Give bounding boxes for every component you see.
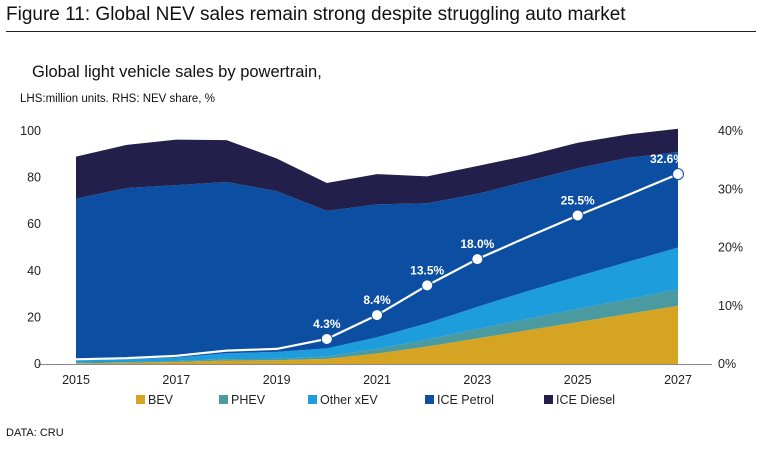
chart-subtitle: LHS:million units. RHS: NEV share, %: [20, 93, 215, 105]
y2-tick-label: 40%: [718, 124, 743, 138]
legend-swatch-phev: [219, 395, 228, 404]
y2-tick-label: 30%: [718, 182, 743, 196]
y2-tick-label: 0%: [718, 357, 736, 371]
area-ice-diesel: [76, 128, 678, 211]
y-tick-label: 40: [27, 264, 41, 278]
x-tick-label: 2027: [664, 373, 692, 387]
x-tick-label: 2023: [463, 373, 491, 387]
share-label: 18.0%: [460, 237, 494, 251]
chart-title: Global light vehicle sales by powertrain…: [32, 63, 322, 81]
legend-swatch-ice-petrol: [425, 395, 434, 404]
legend-label-phev: PHEV: [231, 393, 266, 407]
legend-swatch-other-xev: [308, 395, 317, 404]
share-label: 13.5%: [410, 263, 444, 277]
x-tick-label: 2021: [363, 373, 391, 387]
share-label: 32.6%: [650, 152, 684, 166]
y2-tick-label: 20%: [718, 241, 743, 255]
share-label: 25.5%: [561, 193, 595, 207]
source-note: DATA: CRU: [6, 427, 64, 439]
x-tick-label: 2015: [62, 373, 90, 387]
share-point: [371, 309, 383, 322]
legend-label-other-xev: Other xEV: [320, 393, 378, 407]
x-tick-label: 2017: [162, 373, 190, 387]
x-tick-label: 2019: [263, 373, 291, 387]
share-point: [571, 209, 584, 222]
legend-label-ice-petrol: ICE Petrol: [437, 393, 494, 407]
share-point: [471, 253, 484, 266]
share-point: [672, 168, 684, 181]
y-tick-label: 0: [34, 357, 41, 371]
share-point: [320, 332, 333, 345]
share-label: 8.4%: [363, 293, 391, 307]
share-label: 4.3%: [313, 317, 341, 331]
legend-swatch-bev: [136, 395, 145, 404]
area-other-xev: [76, 247, 678, 363]
y2-tick-label: 10%: [718, 299, 743, 313]
y-tick-label: 20: [27, 310, 41, 324]
legend-swatch-ice-diesel: [544, 395, 553, 404]
legend-label-bev: BEV: [148, 393, 174, 407]
area-ice-petrol: [76, 152, 678, 361]
y-tick-label: 80: [27, 171, 41, 185]
y-tick-label: 60: [27, 217, 41, 231]
share-point: [421, 279, 434, 292]
area-bev: [76, 305, 678, 364]
figure-title: Figure 11: Global NEV sales remain stron…: [6, 4, 756, 32]
x-tick-label: 2025: [564, 373, 592, 387]
y-tick-label: 100: [20, 124, 41, 138]
legend-label-ice-diesel: ICE Diesel: [556, 393, 615, 407]
